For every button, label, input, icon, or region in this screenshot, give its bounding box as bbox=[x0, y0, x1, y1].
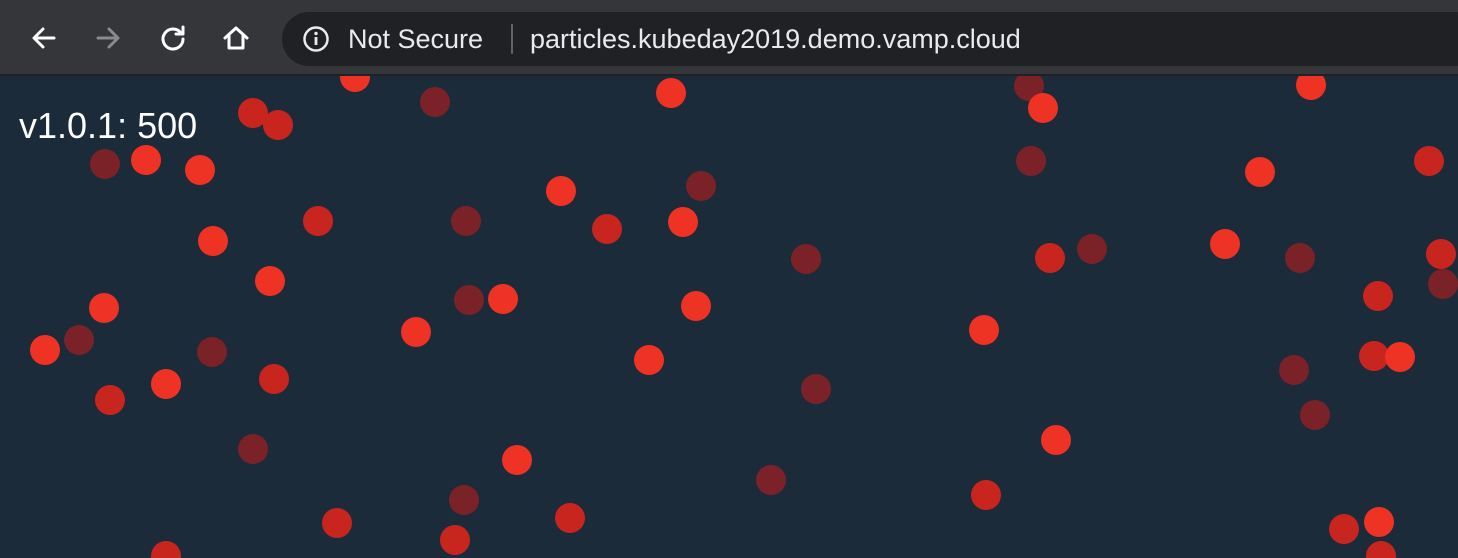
particle-52 bbox=[756, 465, 786, 495]
address-bar[interactable]: Not Secure particles.kubeday2019.demo.va… bbox=[282, 12, 1458, 66]
particle-56 bbox=[322, 508, 352, 538]
particle-39 bbox=[197, 337, 227, 367]
particle-28 bbox=[255, 266, 285, 296]
version-count-label: v1.0.1: 500 bbox=[19, 105, 198, 146]
particle-44 bbox=[259, 364, 289, 394]
particle-34 bbox=[1363, 281, 1393, 311]
particle-61 bbox=[1366, 541, 1396, 558]
particle-18 bbox=[451, 206, 481, 236]
particle-7 bbox=[238, 98, 268, 128]
particle-43 bbox=[151, 369, 181, 399]
particle-40 bbox=[634, 345, 664, 375]
particle-60 bbox=[151, 541, 181, 558]
particle-22 bbox=[791, 244, 821, 274]
particle-15 bbox=[546, 176, 576, 206]
particle-2 bbox=[420, 87, 450, 117]
particle-20 bbox=[668, 207, 698, 237]
particle-38 bbox=[64, 325, 94, 355]
reload-icon bbox=[161, 25, 185, 51]
particle-33 bbox=[681, 291, 711, 321]
particle-26 bbox=[1285, 243, 1315, 273]
particle-41 bbox=[1359, 341, 1389, 371]
particle-47 bbox=[801, 374, 831, 404]
forward-arrow-icon bbox=[96, 27, 120, 49]
back-button[interactable] bbox=[24, 18, 64, 58]
particle-14 bbox=[1414, 146, 1444, 176]
particle-42 bbox=[1385, 342, 1415, 372]
particle-16 bbox=[686, 171, 716, 201]
particle-25 bbox=[1210, 229, 1240, 259]
particle-48 bbox=[1300, 400, 1330, 430]
address-divider bbox=[511, 24, 513, 54]
particle-50 bbox=[238, 434, 268, 464]
security-status-label[interactable]: Not Secure bbox=[348, 24, 484, 54]
particle-29 bbox=[1428, 269, 1458, 299]
particle-32 bbox=[488, 284, 518, 314]
particle-9 bbox=[90, 149, 120, 179]
particle-49 bbox=[1041, 425, 1071, 455]
particle-45 bbox=[1279, 355, 1309, 385]
particle-12 bbox=[1016, 146, 1046, 176]
particle-53 bbox=[971, 480, 1001, 510]
particle-51 bbox=[502, 445, 532, 475]
particle-17 bbox=[303, 206, 333, 236]
particle-27 bbox=[1426, 239, 1456, 269]
info-icon[interactable] bbox=[302, 25, 330, 53]
particle-36 bbox=[969, 315, 999, 345]
particle-5 bbox=[1028, 93, 1058, 123]
particle-30 bbox=[89, 293, 119, 323]
page-content bbox=[0, 76, 1458, 558]
back-arrow-icon bbox=[32, 27, 56, 49]
particle-57 bbox=[1329, 514, 1359, 544]
reload-button[interactable] bbox=[153, 18, 193, 58]
particle-31 bbox=[454, 285, 484, 315]
home-button[interactable] bbox=[216, 18, 256, 58]
particle-19 bbox=[592, 214, 622, 244]
particle-59 bbox=[440, 525, 470, 555]
particle-13 bbox=[1245, 157, 1275, 187]
forward-button[interactable] bbox=[88, 18, 128, 58]
particle-55 bbox=[555, 503, 585, 533]
particle-10 bbox=[131, 145, 161, 175]
particle-1 bbox=[340, 76, 370, 92]
particle-24 bbox=[1077, 234, 1107, 264]
particle-35 bbox=[401, 317, 431, 347]
particle-6 bbox=[1296, 76, 1326, 100]
particle-37 bbox=[30, 335, 60, 365]
particle-21 bbox=[198, 226, 228, 256]
particle-11 bbox=[185, 155, 215, 185]
particle-3 bbox=[656, 78, 686, 108]
particle-8 bbox=[263, 110, 293, 140]
browser-toolbar: Not Secure particles.kubeday2019.demo.va… bbox=[0, 0, 1458, 76]
particle-46 bbox=[95, 385, 125, 415]
particle-canvas bbox=[30, 76, 1458, 558]
particle-54 bbox=[449, 485, 479, 515]
particle-23 bbox=[1035, 243, 1065, 273]
particle-58 bbox=[1364, 507, 1394, 537]
url-text[interactable]: particles.kubeday2019.demo.vamp.cloud bbox=[530, 24, 1021, 54]
home-icon bbox=[223, 26, 249, 50]
